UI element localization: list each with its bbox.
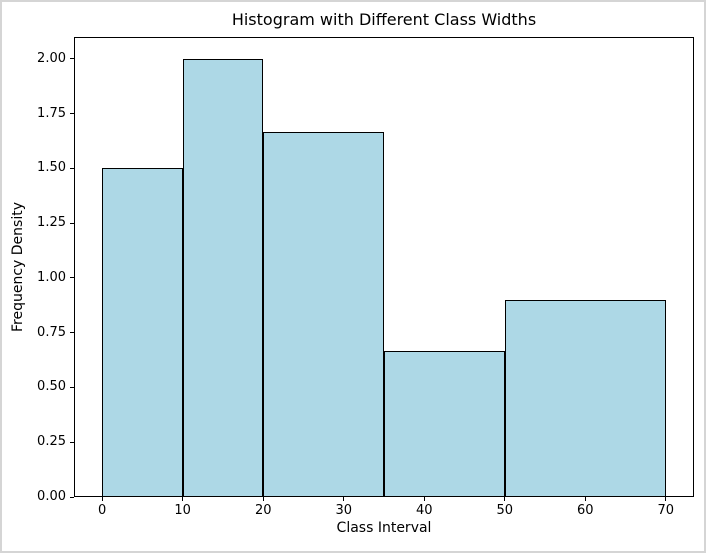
x-tick-mark (182, 497, 184, 501)
y-tick-label: 0.75 (37, 324, 66, 340)
x-tick-label: 70 (657, 503, 675, 518)
x-tick-mark (504, 497, 506, 501)
x-tick-mark (584, 497, 586, 501)
y-tick-mark (70, 58, 74, 60)
y-tick-mark (70, 277, 74, 279)
y-tick-label: 1.50 (37, 160, 66, 176)
y-tick-label: 0.00 (37, 489, 66, 504)
histogram-bar (182, 58, 264, 497)
y-tick-mark (70, 113, 74, 115)
y-tick-label: 1.75 (37, 105, 66, 121)
x-tick-label: 40 (415, 503, 433, 518)
x-tick-mark (665, 497, 667, 501)
x-tick-label: 60 (577, 503, 594, 518)
x-tick-mark (101, 497, 103, 501)
y-tick-label: 1.25 (37, 215, 66, 231)
y-tick-mark (70, 386, 74, 388)
y-tick-label: 0.25 (37, 434, 66, 450)
x-tick-label: 50 (496, 503, 514, 518)
y-tick-mark (70, 441, 74, 443)
y-tick-label: 1.00 (37, 269, 66, 285)
x-axis-label: Class Interval (336, 520, 432, 536)
x-tick-mark (423, 497, 425, 501)
histogram-bar (384, 350, 505, 497)
histogram-bar (102, 168, 183, 497)
x-tick-mark (262, 497, 264, 501)
y-tick-mark (70, 496, 74, 498)
histogram-bar (263, 131, 384, 497)
histogram-bar (504, 299, 666, 497)
y-tick-label: 2.00 (37, 50, 66, 66)
y-tick-mark (70, 222, 74, 224)
y-tick-label: 0.50 (37, 379, 66, 395)
plot-area (74, 37, 694, 497)
x-tick-label: 10 (174, 503, 191, 518)
y-tick-mark (70, 167, 74, 169)
x-tick-label: 30 (335, 503, 353, 518)
y-tick-mark (70, 332, 74, 334)
x-tick-label: 20 (254, 503, 272, 518)
x-tick-label: 0 (98, 503, 107, 518)
chart-title: Histogram with Different Class Widths (231, 10, 537, 29)
x-tick-mark (343, 497, 345, 501)
